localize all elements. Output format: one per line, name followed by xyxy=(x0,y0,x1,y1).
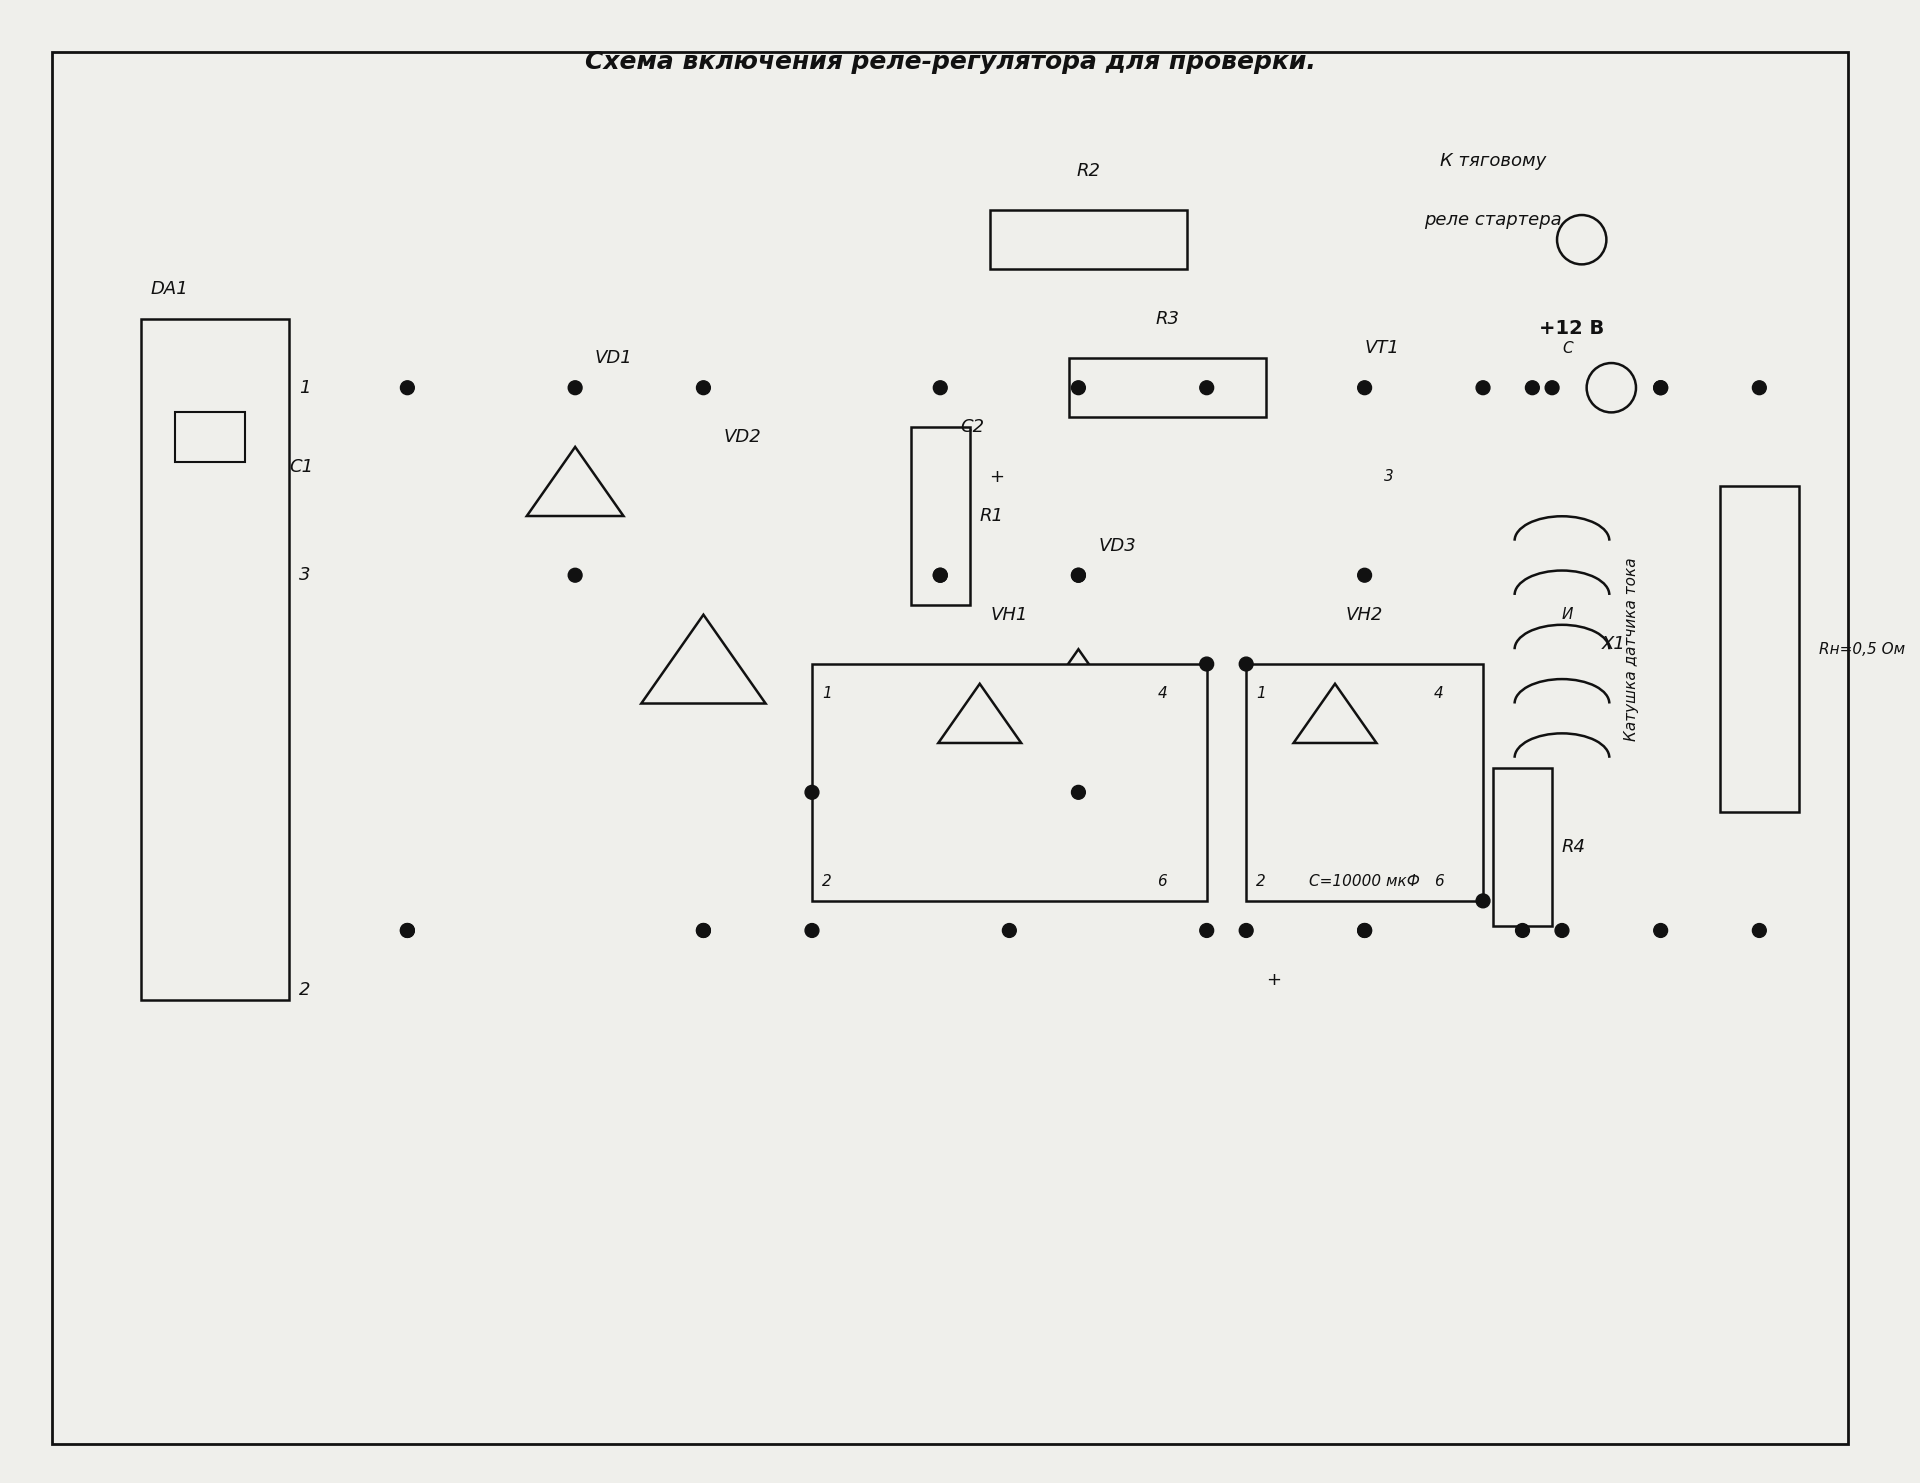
Circle shape xyxy=(1002,924,1016,937)
Circle shape xyxy=(1653,924,1668,937)
Text: DA1: DA1 xyxy=(152,280,188,298)
Circle shape xyxy=(401,924,415,937)
Circle shape xyxy=(1753,924,1766,937)
Polygon shape xyxy=(641,614,766,703)
Polygon shape xyxy=(1029,650,1127,718)
Text: 1: 1 xyxy=(300,378,311,397)
Text: +12 В: +12 В xyxy=(1540,319,1605,338)
Circle shape xyxy=(1476,381,1490,394)
Circle shape xyxy=(697,924,710,937)
Text: C: C xyxy=(1563,341,1572,356)
Text: VT1: VT1 xyxy=(1365,340,1400,357)
Circle shape xyxy=(1653,381,1668,394)
Circle shape xyxy=(1526,381,1540,394)
Text: И: И xyxy=(1563,607,1572,623)
Circle shape xyxy=(1071,568,1085,583)
Text: 2: 2 xyxy=(300,980,311,998)
Circle shape xyxy=(1238,924,1254,937)
Circle shape xyxy=(1357,568,1371,583)
Bar xyxy=(1246,664,1482,900)
Text: R1: R1 xyxy=(979,507,1004,525)
Text: R4: R4 xyxy=(1563,838,1586,856)
Text: VD3: VD3 xyxy=(1098,537,1137,555)
Circle shape xyxy=(401,381,415,394)
Circle shape xyxy=(1071,786,1085,799)
Circle shape xyxy=(1357,924,1371,937)
Circle shape xyxy=(697,924,710,937)
Circle shape xyxy=(568,381,582,394)
Circle shape xyxy=(1546,381,1559,394)
Circle shape xyxy=(401,924,415,937)
Circle shape xyxy=(697,381,710,394)
Text: R3: R3 xyxy=(1156,310,1179,328)
Bar xyxy=(989,211,1187,270)
Text: 6: 6 xyxy=(1158,873,1167,888)
Circle shape xyxy=(933,568,947,583)
Text: VH1: VH1 xyxy=(991,605,1027,624)
Text: VH2: VH2 xyxy=(1346,605,1382,624)
Circle shape xyxy=(1200,924,1213,937)
Circle shape xyxy=(1515,924,1530,937)
Text: К тяговому: К тяговому xyxy=(1440,151,1546,169)
Bar xyxy=(1069,357,1265,417)
Circle shape xyxy=(568,568,582,583)
Circle shape xyxy=(1586,363,1636,412)
Text: 6: 6 xyxy=(1434,873,1444,888)
Text: реле стартера: реле стартера xyxy=(1425,211,1561,228)
Text: +: + xyxy=(1265,971,1281,989)
Text: C1: C1 xyxy=(288,458,313,476)
Circle shape xyxy=(1476,894,1490,908)
Text: 4: 4 xyxy=(1158,687,1167,701)
Text: C=10000 мкФ: C=10000 мкФ xyxy=(1309,873,1421,888)
Bar xyxy=(910,427,970,605)
Circle shape xyxy=(1071,381,1085,394)
Text: R2: R2 xyxy=(1077,162,1100,179)
Text: 1: 1 xyxy=(822,687,831,701)
Text: VD1: VD1 xyxy=(595,349,632,368)
Polygon shape xyxy=(939,684,1021,743)
Circle shape xyxy=(933,381,947,394)
Text: Rн=0,5 Ом: Rн=0,5 Ом xyxy=(1818,642,1905,657)
Circle shape xyxy=(1555,924,1569,937)
Circle shape xyxy=(933,568,947,583)
Bar xyxy=(1720,486,1799,813)
Text: 3: 3 xyxy=(1384,469,1394,483)
Circle shape xyxy=(804,786,820,799)
Circle shape xyxy=(1071,568,1085,583)
Circle shape xyxy=(1200,657,1213,670)
Text: Схема включения реле-регулятора для проверки.: Схема включения реле-регулятора для пров… xyxy=(586,50,1315,74)
Text: 3: 3 xyxy=(300,567,311,584)
Bar xyxy=(1494,768,1551,925)
Text: +: + xyxy=(989,467,1004,485)
Bar xyxy=(175,412,244,461)
Text: 1: 1 xyxy=(1256,687,1265,701)
Circle shape xyxy=(1238,657,1254,670)
Circle shape xyxy=(1557,215,1607,264)
Text: X1: X1 xyxy=(1601,635,1626,654)
Text: C2: C2 xyxy=(960,418,985,436)
Text: 4: 4 xyxy=(1434,687,1444,701)
Text: 2: 2 xyxy=(1256,873,1265,888)
Circle shape xyxy=(1753,381,1766,394)
Circle shape xyxy=(1357,381,1371,394)
Bar xyxy=(140,319,288,1000)
Circle shape xyxy=(1653,381,1668,394)
Text: 2: 2 xyxy=(822,873,831,888)
Text: VD2: VD2 xyxy=(724,429,760,446)
Circle shape xyxy=(1357,924,1371,937)
Circle shape xyxy=(804,924,820,937)
Bar xyxy=(812,664,1206,900)
Polygon shape xyxy=(526,446,624,516)
Circle shape xyxy=(1200,381,1213,394)
Polygon shape xyxy=(1294,684,1377,743)
Text: Катушка датчика тока: Катушка датчика тока xyxy=(1624,558,1638,742)
